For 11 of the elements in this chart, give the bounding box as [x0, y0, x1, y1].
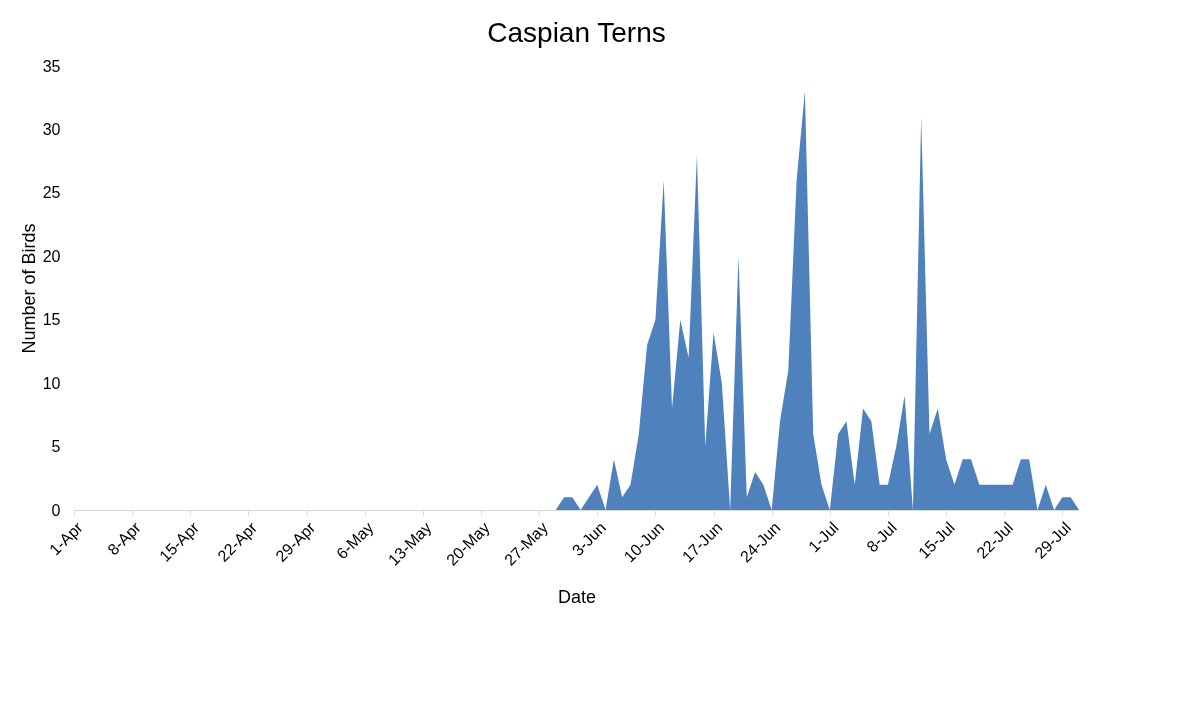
x-axis-title: Date: [557, 586, 597, 607]
y-tick-label: 20: [42, 247, 61, 265]
y-axis-title: Number of Birds: [18, 223, 39, 354]
y-tick-label: 25: [42, 184, 61, 202]
y-tick-label: 10: [42, 374, 61, 392]
y-tick-label: 30: [42, 120, 61, 138]
y-tick-label: 5: [51, 438, 61, 456]
chart-title: Caspian Terns: [487, 17, 666, 48]
y-tick-label: 0: [51, 501, 61, 519]
y-tick-label: 15: [42, 311, 61, 329]
y-tick-label: 35: [42, 57, 61, 75]
